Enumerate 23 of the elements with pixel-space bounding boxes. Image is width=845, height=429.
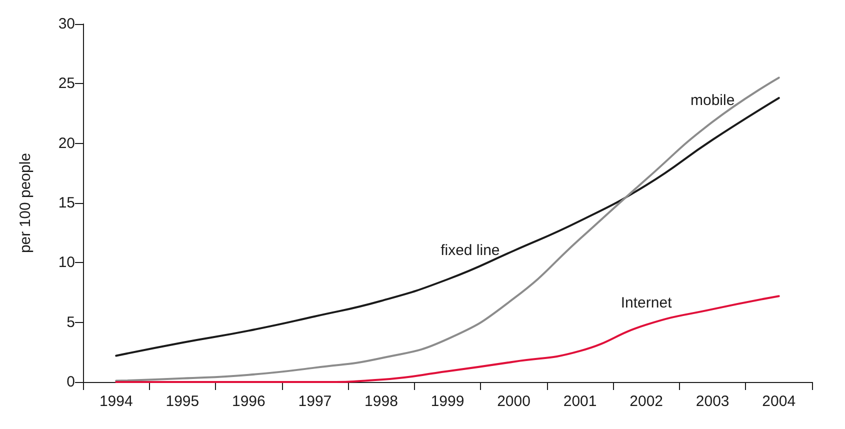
x-tick-label: 2003 — [696, 393, 730, 410]
x-tick-label: 1999 — [430, 393, 464, 410]
x-tick-label: 1998 — [364, 393, 398, 410]
y-tick-label: 30 — [58, 16, 75, 32]
y-axis-title: per 100 people — [17, 152, 34, 254]
x-tick-label: 2002 — [630, 393, 664, 410]
y-tick-label: 0 — [66, 374, 75, 390]
x-tick-label: 1995 — [166, 393, 200, 410]
y-tick-label: 25 — [58, 75, 75, 92]
x-tick-label: 1994 — [99, 393, 133, 410]
x-tick-label: 1996 — [232, 393, 266, 410]
series-label: Internet — [620, 294, 673, 312]
series-label: fixed line — [440, 242, 500, 260]
y-tick-label: 10 — [58, 254, 75, 272]
y-tick-label: 5 — [66, 314, 75, 331]
x-tick-label: 2000 — [497, 393, 530, 410]
y-tick-label: 15 — [58, 194, 75, 212]
x-tick-label: 2004 — [762, 393, 796, 410]
line-series — [115, 295, 780, 383]
x-tick-label: 1997 — [298, 393, 332, 410]
series-label: mobile — [690, 92, 735, 109]
x-tick-label: 2001 — [563, 393, 597, 410]
y-tick-label: 20 — [58, 134, 75, 152]
